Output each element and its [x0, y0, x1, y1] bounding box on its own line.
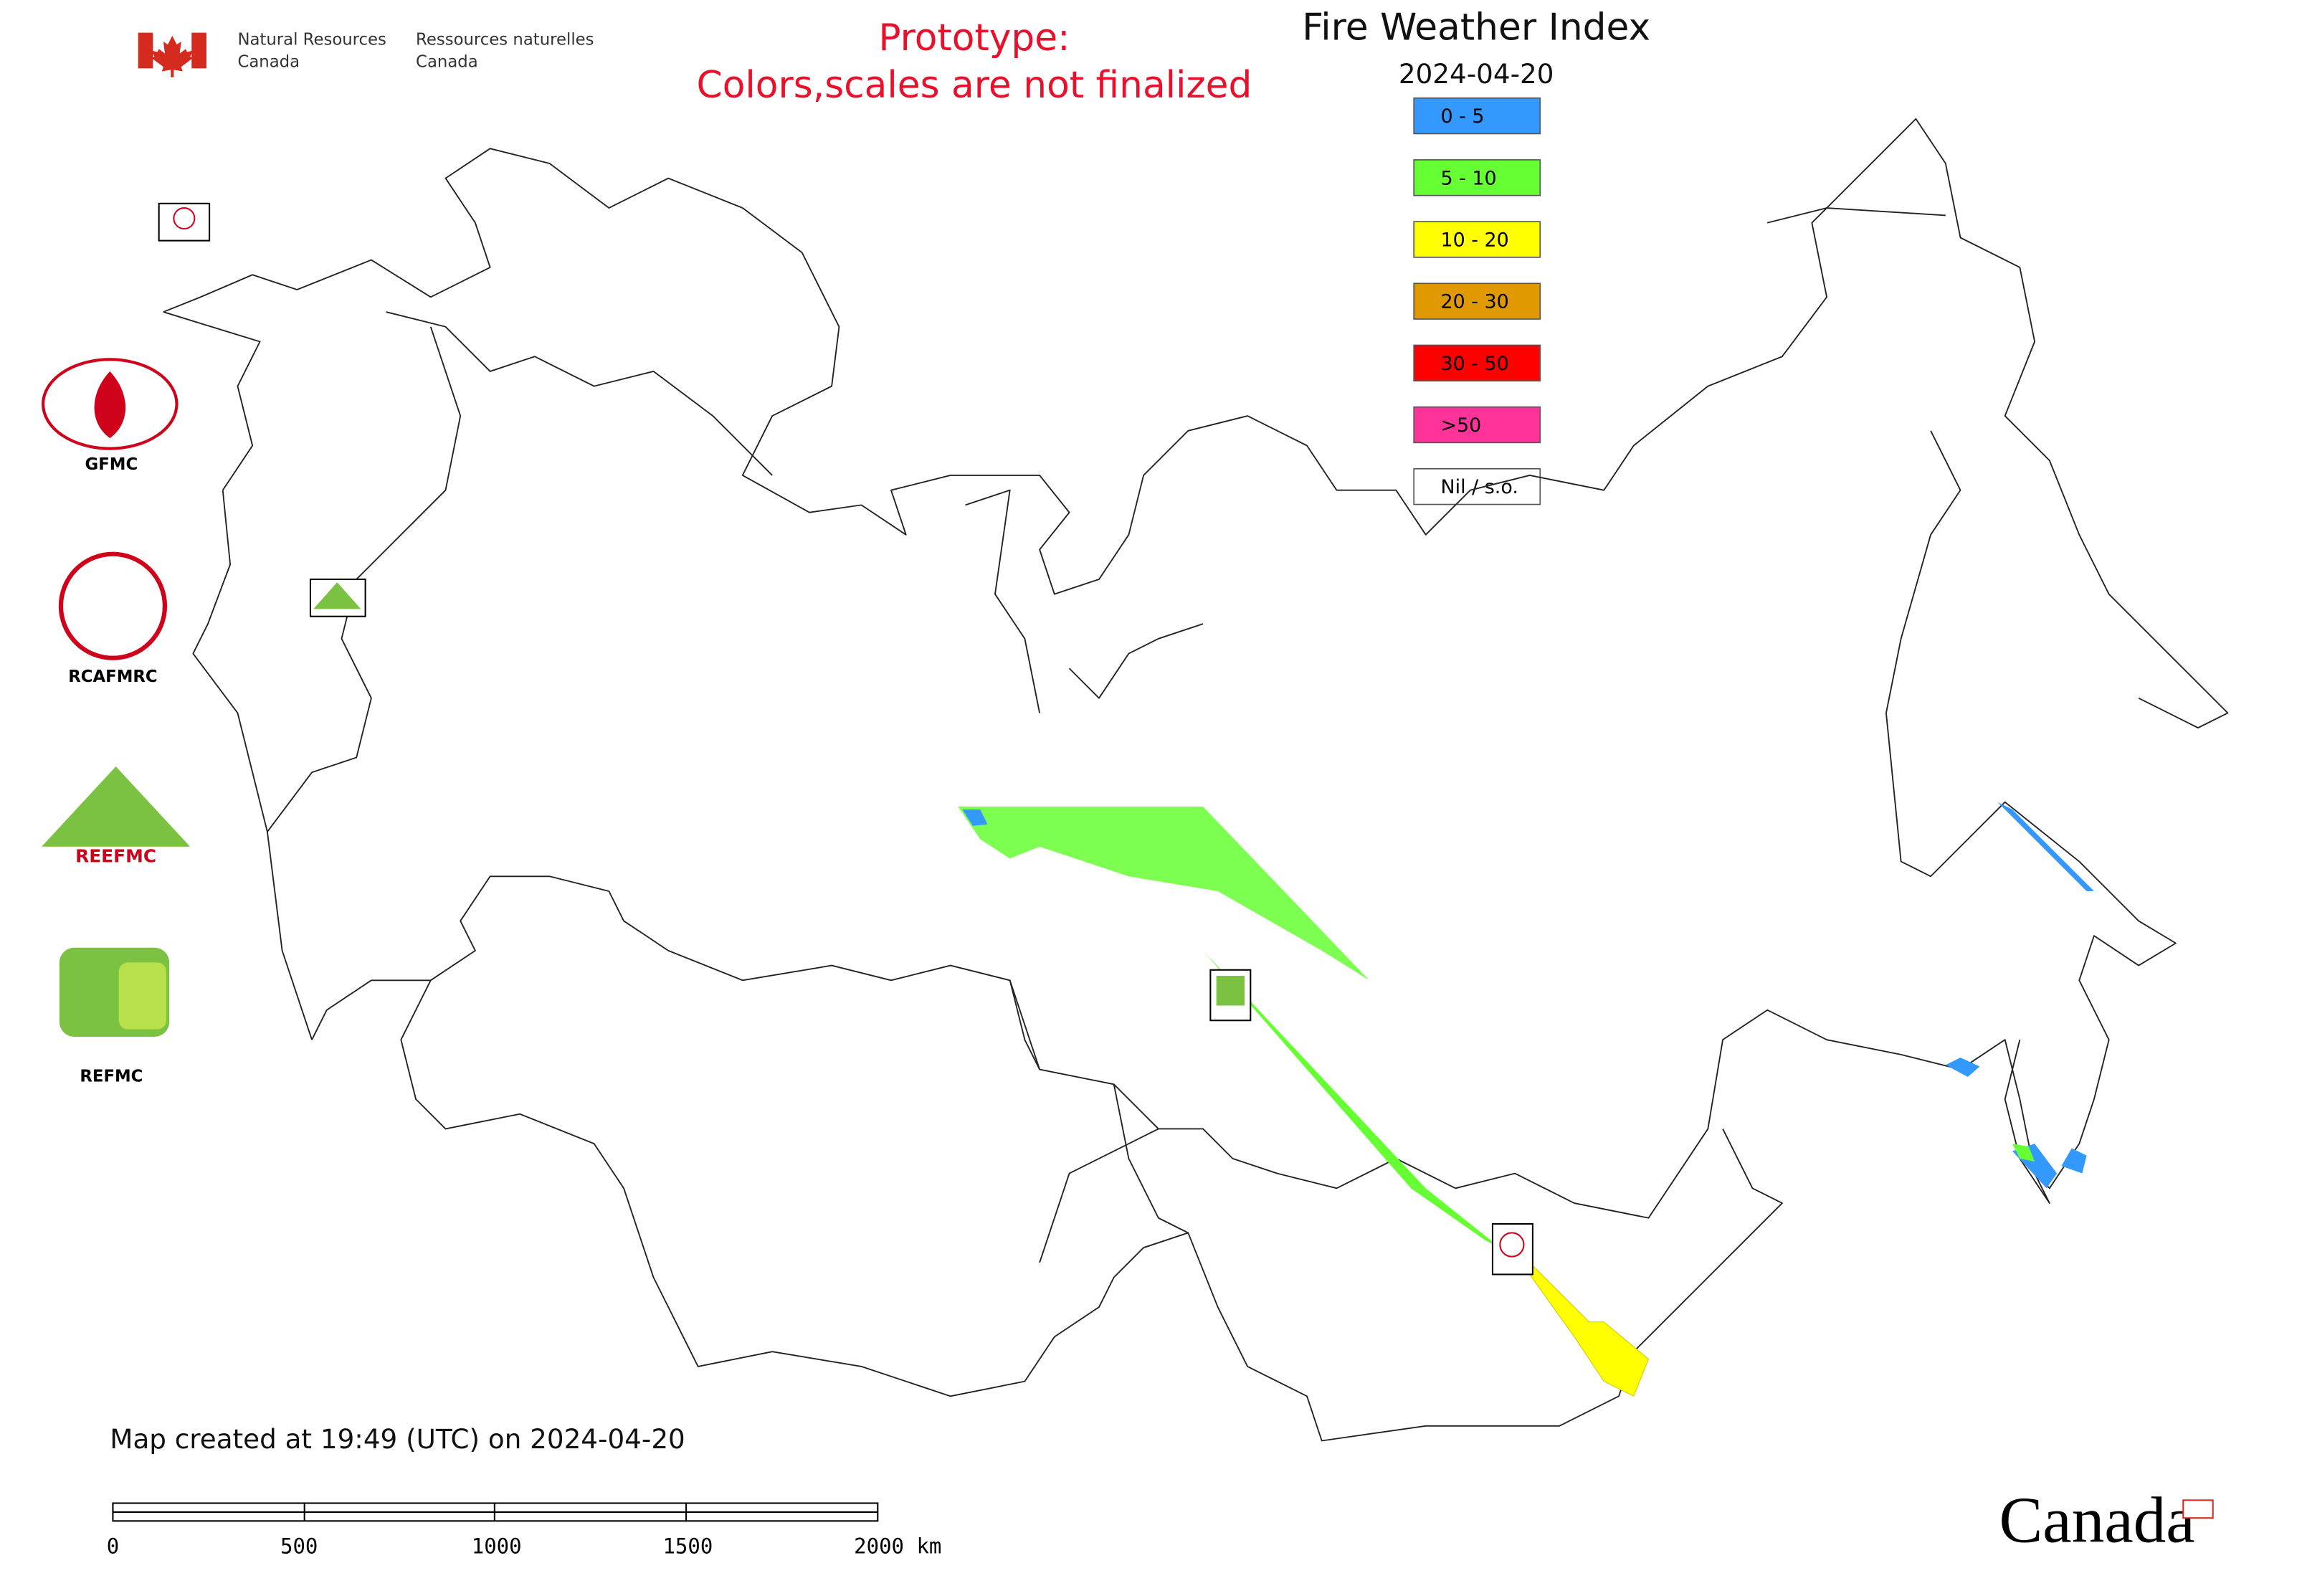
- area-5-10: [958, 806, 1370, 981]
- area-0-5: [1997, 802, 2094, 891]
- scale-bar: [112, 1502, 879, 1522]
- logo-label: GFMC: [85, 455, 138, 474]
- area-5-10: [2012, 1144, 2035, 1162]
- legend-label: 5 - 10: [1440, 167, 1496, 189]
- legend-label: 20 - 30: [1440, 291, 1508, 313]
- logos: GFMC RCAFMRC REEFMC REFMC: [42, 358, 191, 1086]
- legend-swatch: [1413, 97, 1541, 135]
- title: Fire Weather Index: [1302, 6, 1650, 49]
- marker-icon: [1499, 1232, 1525, 1258]
- prototype-note: Prototype:: [878, 16, 1070, 60]
- prototype-note: Colors,scales are not finalized: [697, 64, 1252, 107]
- centre-markers: [158, 202, 1533, 1276]
- area-10-20: [1499, 1232, 1650, 1397]
- wordmark-flag: [2182, 1499, 2214, 1519]
- fire-weather-areas: [958, 802, 2094, 1397]
- marker-icon: [313, 582, 361, 609]
- legend-swatch: [1413, 282, 1541, 320]
- legend-label: >50: [1440, 414, 1481, 437]
- scale-label: 0: [107, 1534, 119, 1559]
- dept-en: Natural Resources: [237, 30, 386, 49]
- logo-label: RCAFMRC: [68, 668, 157, 686]
- maple-leaf: [151, 35, 194, 77]
- area-0-5: [962, 809, 988, 826]
- marker-rcafmrc: [1491, 1222, 1533, 1276]
- scale-label: 1500: [662, 1534, 713, 1559]
- logo-label: REEFMC: [75, 845, 156, 866]
- marker-gfmc: [158, 202, 211, 242]
- scale-label: 2000 km: [854, 1534, 941, 1559]
- map-outlines: [163, 118, 2229, 1442]
- legend-label: 30 - 50: [1440, 353, 1508, 375]
- dept-fr: Canada: [416, 53, 478, 72]
- marker-icon: [173, 207, 196, 230]
- dept-en: Canada: [237, 53, 300, 72]
- legend-label: 10 - 20: [1440, 229, 1508, 252]
- marker-icon: [1216, 976, 1245, 1006]
- logo-label: REFMC: [80, 1067, 143, 1086]
- area-0-5: [2061, 1148, 2087, 1174]
- legend-swatch: [1413, 344, 1541, 382]
- scale-label: 500: [280, 1534, 318, 1559]
- logo-rcafmrc: [58, 551, 168, 660]
- date: 2024-04-20: [1399, 58, 1554, 90]
- logo-gfmc: [94, 371, 126, 439]
- created-note: Map created at 19:49 (UTC) on 2024-04-20: [110, 1423, 685, 1455]
- legend-label: 0 - 5: [1440, 105, 1484, 128]
- flag-bar: [138, 32, 153, 69]
- legend-swatch: [1413, 467, 1541, 505]
- logo-refmc: [118, 962, 167, 1030]
- logo-reefmc: [42, 766, 191, 847]
- legend-swatch: [1413, 159, 1541, 196]
- dept-fr: Ressources naturelles: [416, 30, 594, 49]
- legend-swatch: [1413, 221, 1541, 258]
- legend-swatch: [1413, 406, 1541, 444]
- area-0-5: [1945, 1058, 1980, 1077]
- flag-bar: [191, 32, 206, 69]
- scale-label: 1000: [472, 1534, 522, 1559]
- scale-labels: 0 500 1000 1500 2000 km: [107, 1534, 942, 1559]
- canada-wordmark: Canada: [1999, 1484, 2194, 1557]
- logo-gfmc: [42, 358, 179, 450]
